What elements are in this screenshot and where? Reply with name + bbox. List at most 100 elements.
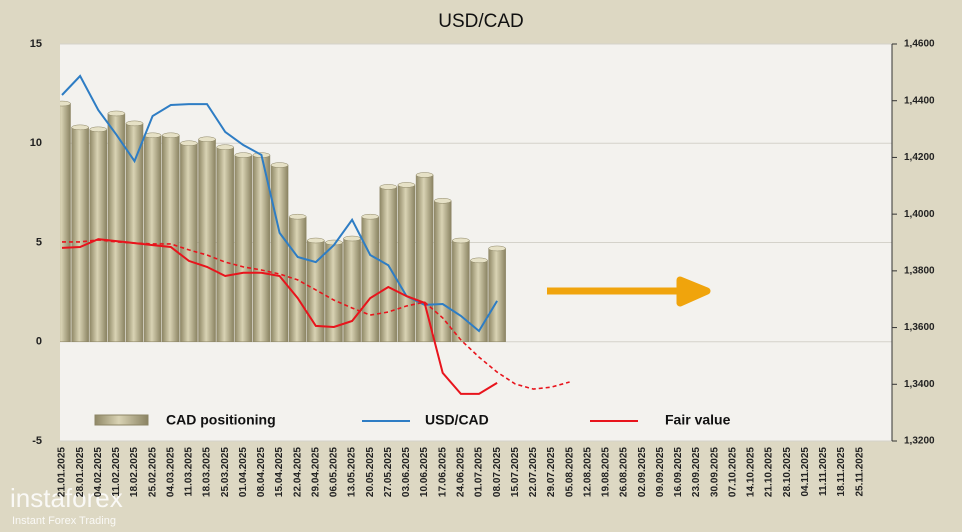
y2-tick-label: 1,4400	[904, 95, 935, 106]
x-tick-label: 21.01.2025	[57, 447, 68, 497]
bar-cap	[270, 162, 289, 168]
bar-cap	[379, 184, 398, 190]
y-tick-label: 0	[36, 336, 42, 348]
bar-cap	[234, 152, 253, 158]
bar-cap	[216, 144, 234, 150]
bar	[433, 200, 452, 342]
x-tick-label: 25.02.2025	[147, 447, 158, 497]
x-tick-label: 08.04.2025	[256, 447, 267, 497]
x-tick-label: 25.03.2025	[220, 447, 231, 497]
x-tick-label: 24.06.2025	[456, 447, 467, 497]
bar	[361, 216, 379, 343]
x-tick-label: 11.02.2025	[111, 447, 122, 497]
bar	[452, 240, 470, 342]
bar-cap	[343, 235, 361, 242]
y-tick-label: -5	[32, 435, 42, 447]
bar	[162, 135, 180, 342]
trend-arrow	[547, 276, 711, 307]
x-tick-label: 05.08.2025	[564, 447, 575, 497]
bar-cap	[433, 198, 452, 204]
chart-title: USD/CAD	[438, 11, 524, 32]
x-tick-label: 01.07.2025	[474, 447, 485, 497]
x-tick-label: 18.02.2025	[129, 447, 140, 497]
bar-cap	[71, 124, 89, 131]
x-tick-label: 11.11.2025	[818, 447, 829, 496]
bar	[198, 139, 216, 342]
bar-cap	[488, 245, 506, 252]
bar	[415, 174, 434, 342]
x-tick-label: 18.11.2025	[836, 447, 847, 497]
bar	[143, 135, 162, 342]
x-tick-label: 13.05.2025	[347, 447, 358, 497]
bar-cap	[361, 213, 379, 220]
x-tick-label: 04.03.2025	[165, 447, 176, 497]
bar-cap	[143, 132, 162, 139]
bar-cap	[415, 172, 434, 178]
y2-tick-label: 1,4600	[904, 39, 935, 50]
x-tick-label: 04.02.2025	[93, 447, 104, 497]
bar-cap	[307, 237, 325, 244]
x-tick-label: 14.10.2025	[746, 447, 757, 497]
x-tick-label: 19.08.2025	[601, 447, 612, 497]
x-tick-label: 29.07.2025	[546, 447, 557, 497]
x-tick-label: 02.09.2025	[637, 447, 648, 497]
x-tick-label: 17.06.2025	[437, 447, 448, 497]
y2-tick-label: 1,4200	[904, 152, 935, 163]
bar	[125, 123, 144, 343]
x-tick-label: 28.01.2025	[75, 447, 86, 497]
y-tick-label: 5	[36, 236, 42, 248]
watermark-tagline: Instant Forex Trading	[12, 515, 116, 527]
legend-label: CAD positioning	[166, 412, 276, 428]
x-tick-label: 08.07.2025	[492, 447, 503, 497]
x-tick-label: 01.04.2025	[238, 447, 249, 497]
bar	[270, 164, 289, 342]
x-tick-label: 15.07.2025	[510, 447, 521, 497]
watermark-brand: instaforex	[10, 483, 123, 513]
bar	[89, 129, 108, 342]
bar	[397, 184, 416, 342]
x-tick-label: 10.06.2025	[419, 447, 430, 497]
x-tick-label: 22.07.2025	[528, 447, 539, 497]
bar	[180, 143, 198, 342]
bar-cap	[125, 120, 144, 127]
x-tick-label: 16.09.2025	[673, 447, 684, 497]
dashed-line	[62, 239, 570, 390]
x-tick-label: 03.06.2025	[401, 447, 412, 497]
y-tick-label: 15	[30, 38, 42, 50]
legend-swatch	[94, 414, 149, 426]
x-tick-label: 12.08.2025	[582, 447, 593, 497]
x-tick-label: 22.04.2025	[292, 447, 303, 497]
bar	[488, 248, 506, 342]
bar	[343, 238, 361, 342]
x-tick-label: 26.08.2025	[619, 447, 630, 497]
bar-cap	[107, 110, 126, 117]
x-tick-label: 25.11.2025	[854, 447, 865, 497]
x-tick-label: 09.09.2025	[655, 447, 666, 497]
x-tick-label: 18.03.2025	[202, 447, 213, 497]
bar-cap	[397, 182, 416, 188]
x-tick-label: 30.09.2025	[709, 447, 720, 497]
x-tick-label: 28.10.2025	[782, 447, 793, 497]
bar-cap	[452, 237, 470, 244]
bar-cap	[198, 136, 216, 143]
y2-tick-label: 1,4000	[904, 209, 935, 220]
bar-cap	[470, 257, 488, 264]
x-tick-label: 07.10.2025	[727, 447, 738, 497]
x-tick-label: 23.09.2025	[691, 447, 702, 497]
y2-tick-label: 1,3400	[904, 379, 935, 390]
x-tick-label: 15.04.2025	[274, 447, 285, 497]
legend-label: USD/CAD	[425, 412, 489, 428]
bar-cap	[288, 213, 307, 220]
legend-label: Fair value	[665, 412, 731, 428]
bar	[107, 113, 126, 342]
bar	[234, 154, 253, 342]
bar-cap	[89, 126, 108, 133]
bar	[216, 146, 234, 342]
x-tick-label: 21.10.2025	[764, 447, 775, 497]
y-tick-label: 10	[30, 137, 42, 149]
x-tick-label: 20.05.2025	[365, 447, 376, 497]
bar-cap	[60, 100, 71, 107]
bar-cap	[162, 132, 180, 139]
bar	[71, 127, 89, 343]
